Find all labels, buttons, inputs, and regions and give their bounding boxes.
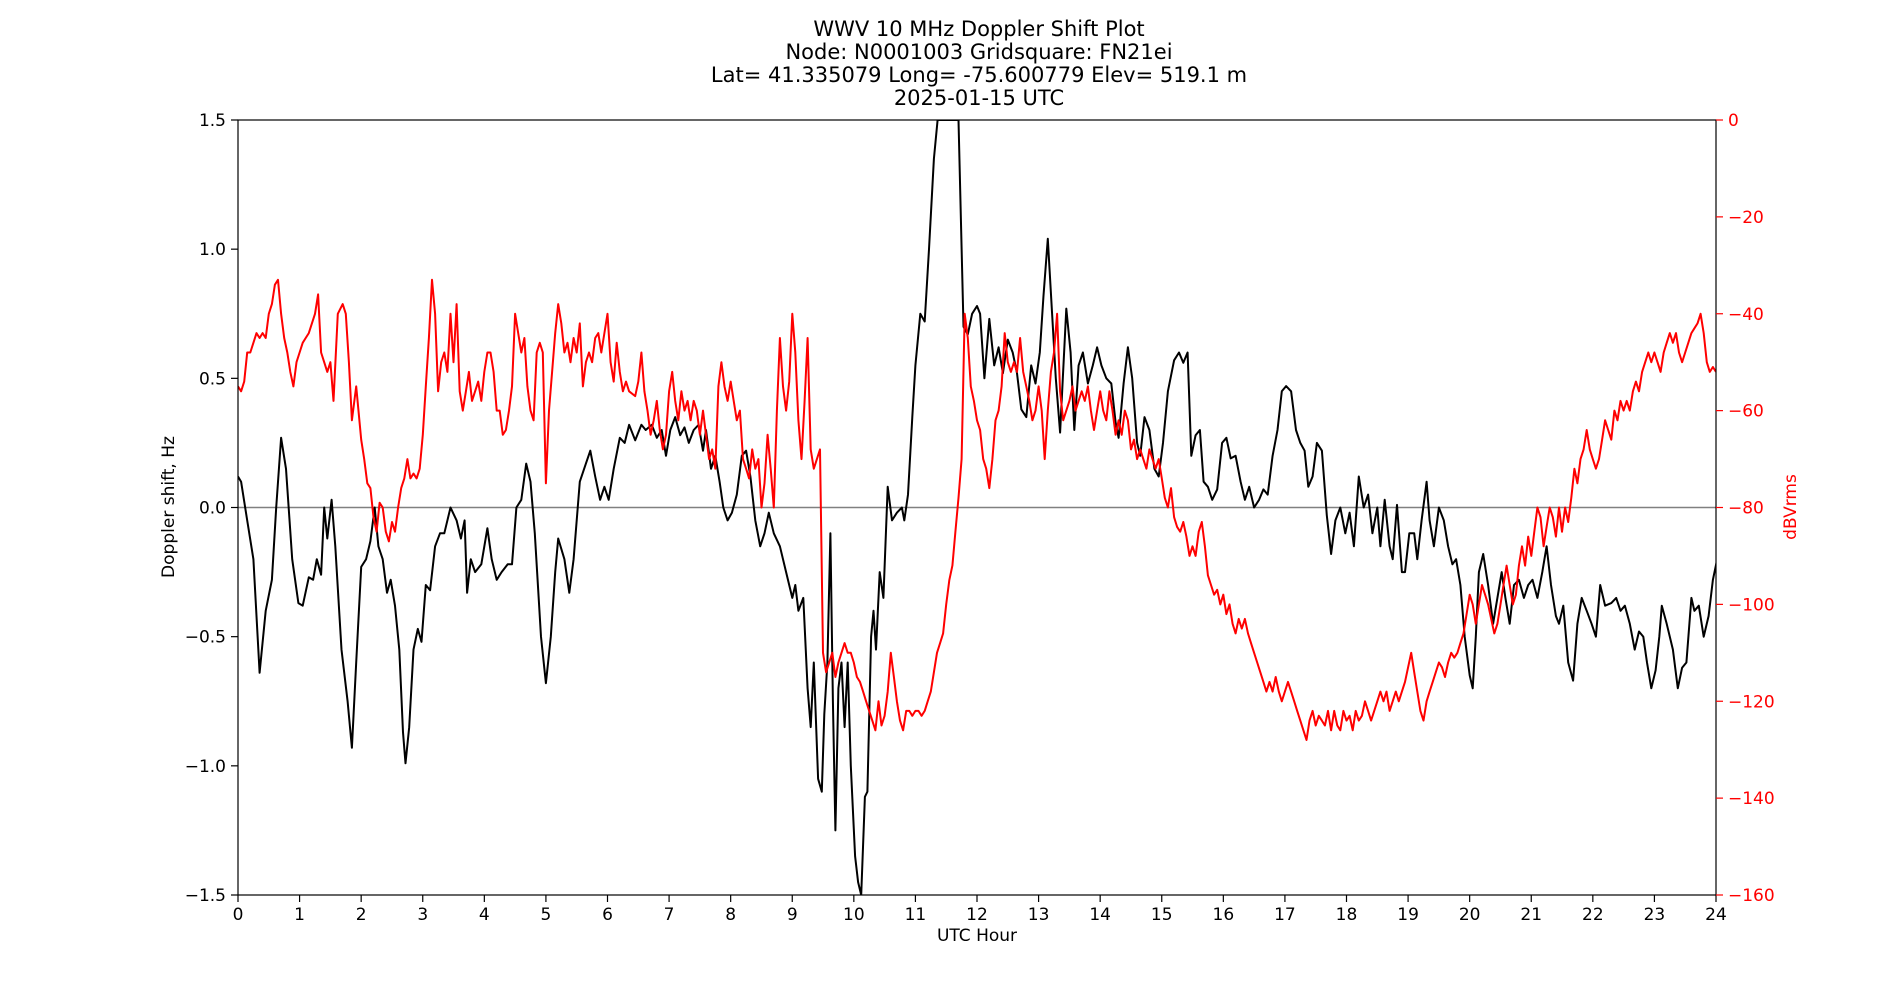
x-tick-label: 23 (1644, 905, 1666, 925)
y2-axis-label: dBVrms (1781, 474, 1801, 540)
x-tick-label: 21 (1520, 905, 1542, 925)
x-tick-label: 5 (541, 905, 552, 925)
series-line-power (238, 278, 1716, 741)
x-tick-label: 9 (787, 905, 798, 925)
y-axis-right: −160 −140 −120 −100 −80 −60 −40 −20 0 (1716, 111, 1775, 906)
x-axis-label: UTC Hour (937, 926, 1017, 946)
y-tick-label: −1.0 (185, 757, 226, 777)
x-tick-label: 24 (1705, 905, 1727, 925)
y2-tick-label: −60 (1728, 402, 1764, 422)
x-tick-label: 0 (233, 905, 244, 925)
x-tick-label: 20 (1459, 905, 1481, 925)
x-tick-label: 7 (664, 905, 675, 925)
y-tick-label: 1.5 (199, 111, 226, 131)
title-line-2: Node: N0001003 Gridsquare: FN21ei (785, 40, 1172, 64)
y-axis-left: −1.5 −1.0 −0.5 0.0 0.5 1.0 1.5 (185, 111, 238, 906)
title-line-3: Lat= 41.335079 Long= -75.600779 Elev= 51… (711, 63, 1247, 87)
y-tick-label: −0.5 (185, 628, 226, 648)
y-tick-label: 0.5 (199, 369, 226, 389)
x-tick-label: 12 (966, 905, 988, 925)
y2-tick-label: −100 (1728, 595, 1775, 615)
x-tick-label: 4 (479, 905, 490, 925)
y-tick-label: 1.0 (199, 240, 226, 260)
y2-tick-label: −120 (1728, 692, 1775, 712)
x-tick-label: 13 (1028, 905, 1050, 925)
y2-tick-label: −160 (1728, 886, 1775, 906)
x-tick-label: 14 (1089, 905, 1111, 925)
x-tick-label: 16 (1213, 905, 1235, 925)
title-line-4: 2025-01-15 UTC (894, 86, 1064, 110)
x-tick-label: 18 (1336, 905, 1358, 925)
y2-tick-label: −140 (1728, 789, 1775, 809)
y-axis-label: Doppler shift, Hz (159, 436, 179, 578)
x-tick-label: 22 (1582, 905, 1604, 925)
chart-title: WWV 10 MHz Doppler Shift Plot Node: N000… (711, 17, 1247, 110)
y-tick-label: 0.0 (199, 499, 226, 519)
y2-tick-label: 0 (1728, 111, 1739, 131)
y2-tick-label: −40 (1728, 305, 1764, 325)
x-tick-label: 19 (1397, 905, 1419, 925)
x-tick-label: 17 (1274, 905, 1296, 925)
title-line-1: WWV 10 MHz Doppler Shift Plot (813, 17, 1144, 41)
x-tick-label: 15 (1151, 905, 1173, 925)
x-tick-label: 2 (356, 905, 367, 925)
x-tick-label: 6 (602, 905, 613, 925)
x-tick-label: 10 (843, 905, 865, 925)
x-tick-label: 8 (725, 905, 736, 925)
x-tick-label: 3 (417, 905, 428, 925)
y-tick-label: −1.5 (185, 886, 226, 906)
y2-tick-label: −80 (1728, 499, 1764, 519)
x-axis: 0 1 2 3 4 5 6 7 8 9 10 11 12 13 14 15 16 17 18 19 20 21 22 23 24 (233, 895, 1727, 925)
y2-tick-label: −20 (1728, 208, 1764, 228)
x-tick-label: 1 (294, 905, 305, 925)
x-tick-label: 11 (905, 905, 927, 925)
